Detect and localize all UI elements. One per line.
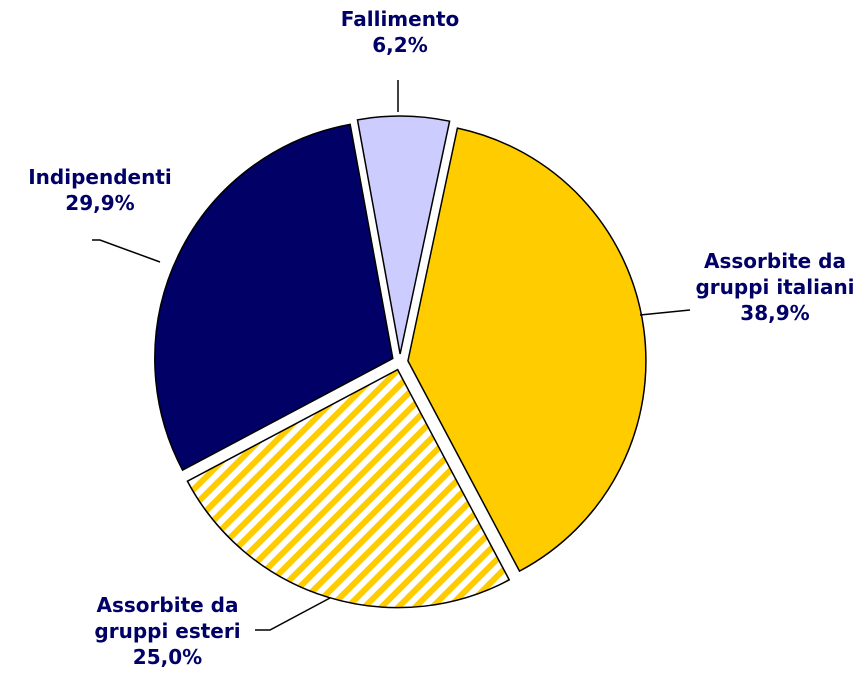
- slices: [154, 115, 647, 609]
- value-label: 25,0%: [132, 645, 203, 669]
- value-label: 38,9%: [740, 301, 810, 325]
- pie-slice: [186, 368, 511, 609]
- category-label: Assorbite da gruppi italiani: [695, 249, 855, 299]
- category-label: Indipendenti: [28, 165, 172, 189]
- leader-line: [92, 239, 161, 263]
- value-label: 29,9%: [65, 191, 135, 215]
- pie-slice: [407, 127, 647, 573]
- pie-slice: [154, 123, 394, 472]
- slice-label: Indipendenti 29,9%: [0, 164, 200, 216]
- pie-slice: [356, 115, 451, 355]
- leader-line: [639, 309, 691, 316]
- slice-label: Assorbite da gruppi italiani 38,9%: [690, 248, 860, 326]
- leader-line: [255, 597, 331, 631]
- category-label: Fallimento: [340, 7, 460, 31]
- slice-label: Fallimento 6,2%: [300, 6, 500, 58]
- category-label: Assorbite da gruppi esteri: [94, 593, 241, 643]
- value-label: 6,2%: [372, 33, 428, 57]
- leader-lines: [92, 80, 691, 631]
- slice-label: Assorbite da gruppi esteri 25,0%: [75, 592, 260, 670]
